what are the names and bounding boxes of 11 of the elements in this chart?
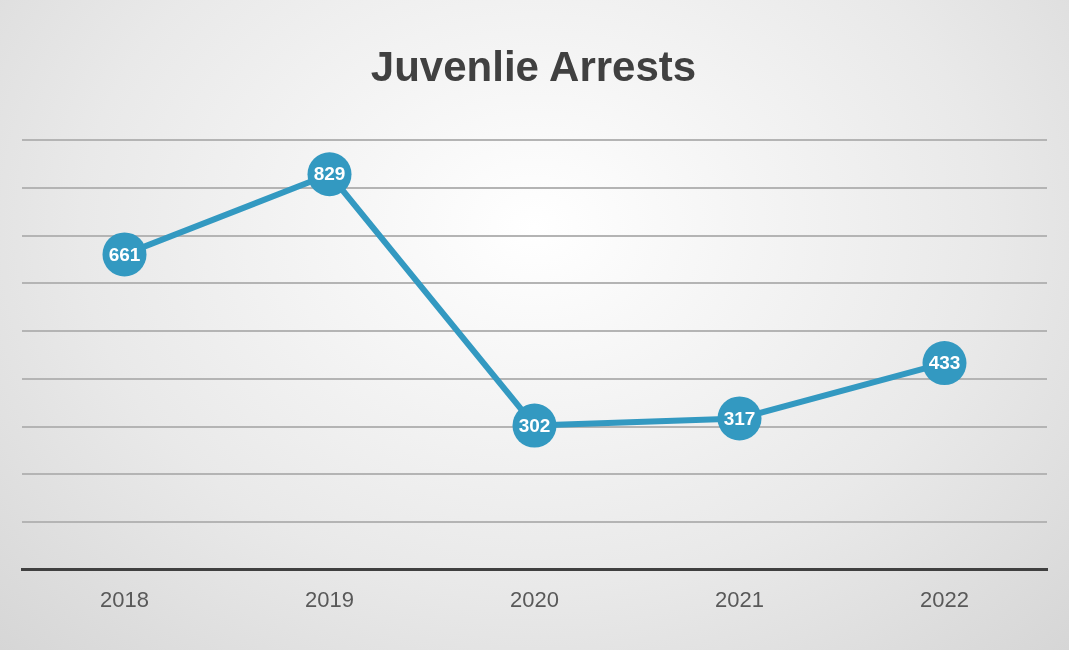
x-tick-label: 2020: [510, 586, 559, 612]
data-label: 317: [723, 407, 756, 429]
x-tick-label: 2022: [920, 586, 969, 612]
x-tick-label: 2018: [100, 586, 149, 612]
data-label: 661: [108, 243, 141, 265]
x-tick-label: 2021: [715, 586, 764, 612]
chart-title: Juvenlie Arrests: [370, 42, 697, 90]
data-label: 829: [313, 163, 346, 185]
data-label: 302: [518, 414, 551, 436]
data-label: 433: [928, 352, 961, 374]
x-tick-label: 2019: [305, 586, 354, 612]
